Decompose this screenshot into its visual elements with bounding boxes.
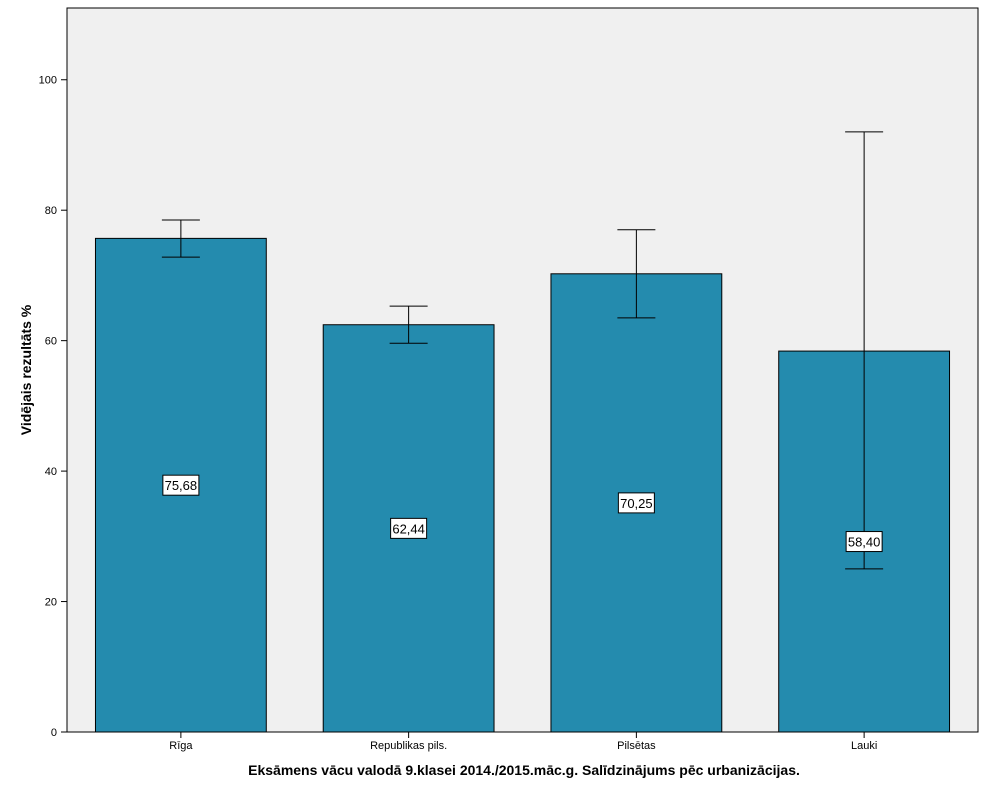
data-label-box (390, 517, 428, 539)
x-axis-title: Eksāmens vācu valodā 9.klasei 2014./2015… (248, 762, 800, 778)
data-label-box (162, 474, 200, 496)
y-tick-label: 0 (51, 727, 57, 739)
y-axis: 0 20 40 60 80 100 (39, 75, 67, 739)
y-tick-label: 60 (45, 336, 57, 348)
data-label: 70,25 (620, 496, 653, 511)
x-tick-label: Rīga (169, 740, 193, 752)
data-label: 75,68 (165, 478, 198, 493)
y-tick-label: 80 (45, 205, 57, 217)
data-label: 62,44 (392, 521, 425, 536)
x-tick-label: Lauki (851, 740, 877, 752)
data-label-box (617, 492, 655, 514)
x-tick-label: Pilsētas (617, 740, 656, 752)
data-label: 58,40 (848, 535, 881, 550)
x-axis: Rīga Republikas pils. Pilsētas Lauki (169, 732, 877, 752)
y-tick-label: 40 (45, 466, 57, 478)
data-label-box (845, 531, 883, 553)
bars: 75,68 62,44 70,25 58,40 (94, 131, 951, 733)
y-axis-title: Vidējais rezultāts % (18, 304, 34, 435)
y-tick-label: 100 (39, 75, 57, 87)
y-tick-label: 20 (45, 597, 57, 609)
x-tick-label: Republikas pils. (370, 740, 447, 752)
